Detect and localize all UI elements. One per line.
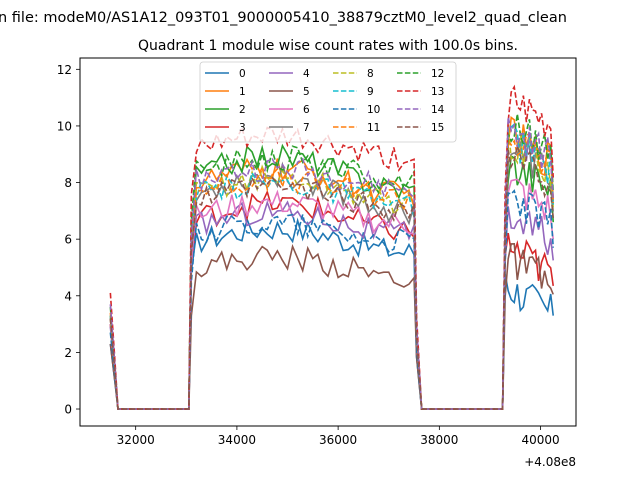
y-tick-label: 12 xyxy=(57,63,72,77)
series-line-6 xyxy=(109,178,555,410)
legend-label-1: 1 xyxy=(239,86,246,98)
legend-label-5: 5 xyxy=(303,86,310,98)
series-line-5 xyxy=(109,242,554,410)
series-line-7 xyxy=(109,141,555,410)
x-tick-label: 38000 xyxy=(420,433,458,447)
legend-label-14: 14 xyxy=(431,104,445,116)
legend-label-12: 12 xyxy=(431,68,444,80)
y-tick-label: 2 xyxy=(64,346,72,360)
y-tick-label: 6 xyxy=(64,233,72,247)
legend-label-4: 4 xyxy=(303,68,310,80)
axes-frame xyxy=(79,57,577,427)
x-tick-label: 40000 xyxy=(521,433,559,447)
legend-label-10: 10 xyxy=(367,104,380,116)
series-line-11 xyxy=(109,132,555,410)
figure-suptitle: n file: modeM0/AS1A12_093T01_9000005410_… xyxy=(0,10,567,26)
legend-label-2: 2 xyxy=(239,104,246,116)
x-tick-label: 34000 xyxy=(218,433,256,447)
y-tick-label: 8 xyxy=(64,176,72,190)
x-tick-label: 36000 xyxy=(319,433,357,447)
y-tick-label: 4 xyxy=(64,289,72,303)
series-line-15 xyxy=(109,143,555,410)
series-line-8 xyxy=(109,124,555,410)
series-line-14 xyxy=(109,116,555,410)
series-line-4 xyxy=(109,200,555,410)
legend-label-15: 15 xyxy=(431,122,444,134)
series-line-12 xyxy=(109,113,555,410)
legend-label-6: 6 xyxy=(303,104,310,116)
series-line-10 xyxy=(109,189,555,410)
series-line-9 xyxy=(109,122,555,410)
plot-lines xyxy=(109,84,555,410)
y-tick-label: 0 xyxy=(64,403,72,417)
legend-box xyxy=(199,61,457,143)
legend-label-3: 3 xyxy=(239,122,246,134)
series-line-0 xyxy=(109,216,555,410)
chart-title: Quadrant 1 module wise count rates with … xyxy=(138,38,518,54)
x-offset-label: +4.08e8 xyxy=(524,455,576,469)
legend-label-9: 9 xyxy=(367,86,374,98)
legend-label-13: 13 xyxy=(431,86,444,98)
legend-label-11: 11 xyxy=(367,122,380,134)
legend-label-7: 7 xyxy=(303,122,310,134)
x-axis: 32000 34000 36000 38000 40000 xyxy=(117,426,560,447)
y-axis: 0 2 4 6 8 10 12 xyxy=(57,63,80,417)
y-tick-label: 10 xyxy=(57,119,72,133)
legend-label-0: 0 xyxy=(239,68,246,80)
x-tick-label: 32000 xyxy=(117,433,155,447)
legend-label-8: 8 xyxy=(367,68,374,80)
series-line-3 xyxy=(109,189,555,410)
